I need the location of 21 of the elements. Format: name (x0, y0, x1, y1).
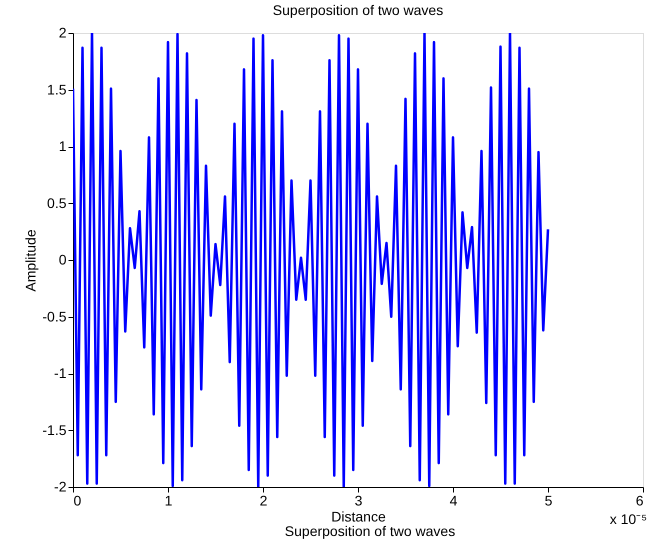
y-tick-label: -1.5 (42, 422, 67, 438)
y-axis-title: Amplitude (22, 229, 38, 292)
y-tick-label: 2 (58, 24, 67, 40)
x-tick-label: 6 (636, 492, 644, 508)
y-tick-label: 1 (58, 138, 67, 154)
chart-title: Superposition of two waves (272, 2, 444, 18)
x-tick-label: 1 (164, 492, 173, 508)
y-tick-label: -2 (54, 478, 67, 494)
x-tick-label: 5 (544, 492, 553, 508)
y-tick-label: 1.5 (47, 81, 67, 98)
y-tick-label: -0.5 (42, 308, 67, 324)
text: x 10⁻⁵ (610, 511, 647, 527)
x-tick-label: 0 (74, 492, 82, 508)
y-tick-label: -1 (54, 365, 67, 381)
x-axis-title: Distance (331, 508, 386, 524)
x-tick-label: 2 (260, 492, 268, 508)
x-tick-label: 4 (450, 492, 458, 508)
y-tick-label: 0 (58, 252, 67, 268)
text: Superposition of two waves (284, 523, 456, 539)
x-tick-label: 3 (354, 492, 363, 508)
y-tick-label: 0.5 (47, 194, 67, 211)
